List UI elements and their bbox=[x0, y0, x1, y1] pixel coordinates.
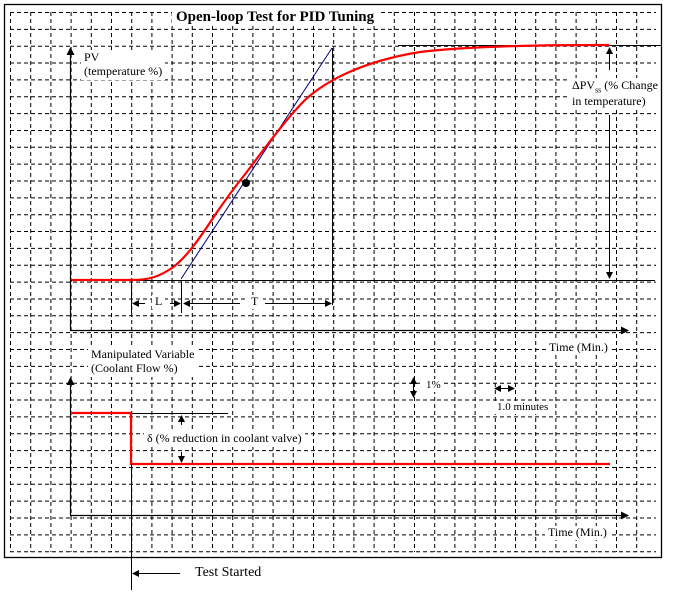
pv-axis-label-line2: (temperature %) bbox=[84, 63, 163, 78]
pv-time-axis-label: Time (Min.) bbox=[546, 340, 611, 355]
tangent-line bbox=[180, 47, 333, 280]
grid bbox=[10, 12, 656, 553]
test-started-label: Test Started bbox=[193, 565, 264, 582]
pv-response-curve bbox=[72, 43, 610, 282]
time-constant-label: T bbox=[246, 294, 264, 309]
delta-pv-label: ΔPVss (% Change in temperature) bbox=[570, 78, 660, 110]
scale-1min-label: 1.0 minutes bbox=[493, 401, 553, 414]
delta-pv-label-line1: ΔPVss (% Change bbox=[572, 78, 658, 95]
pv-axis-label-line1: PV bbox=[84, 50, 100, 64]
mv-axis-label-line2: (Coolant Flow %) bbox=[91, 360, 178, 375]
diagram-title: Open-loop Test for PID Tuning bbox=[172, 9, 379, 27]
mv-time-axis-label: Time (Min.) bbox=[545, 525, 610, 540]
mv-axis-label: Manipulated Variable (Coolant Flow %) bbox=[88, 347, 198, 377]
dead-time-label: L bbox=[152, 294, 166, 309]
delta-pv-label-line2: in temperature) bbox=[572, 93, 646, 108]
scale-1pct-label: 1% bbox=[423, 379, 444, 392]
delta-label: δ (% reduction in coolant valve) bbox=[144, 431, 305, 447]
pv-axis-label: PV (temperature %) bbox=[81, 50, 166, 80]
inflection-point bbox=[242, 179, 250, 187]
mv-step-curve bbox=[72, 411, 610, 466]
mv-axis-label-line1: Manipulated Variable bbox=[91, 347, 195, 361]
